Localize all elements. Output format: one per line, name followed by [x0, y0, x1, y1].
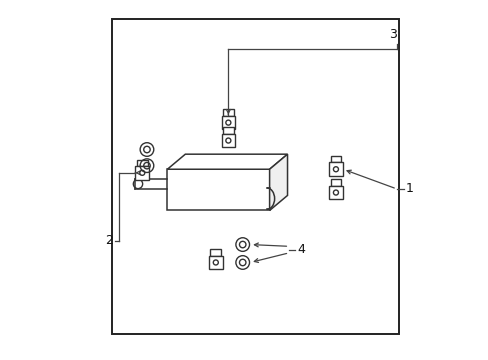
- Bar: [330, 179, 341, 186]
- Bar: [137, 159, 147, 166]
- Polygon shape: [269, 154, 287, 211]
- Bar: [330, 156, 341, 162]
- Bar: [328, 162, 342, 176]
- Text: 4: 4: [297, 243, 305, 256]
- Bar: [210, 249, 221, 256]
- Bar: [221, 134, 235, 147]
- Text: 2: 2: [104, 234, 112, 247]
- Bar: [223, 109, 233, 116]
- Bar: [221, 116, 235, 130]
- Bar: [112, 19, 398, 334]
- Text: 3: 3: [388, 28, 396, 41]
- Bar: [208, 256, 222, 269]
- Bar: [135, 166, 149, 180]
- Text: 1: 1: [405, 183, 413, 195]
- Bar: [167, 169, 269, 211]
- Bar: [328, 186, 342, 199]
- Bar: [223, 127, 233, 134]
- Polygon shape: [167, 154, 287, 169]
